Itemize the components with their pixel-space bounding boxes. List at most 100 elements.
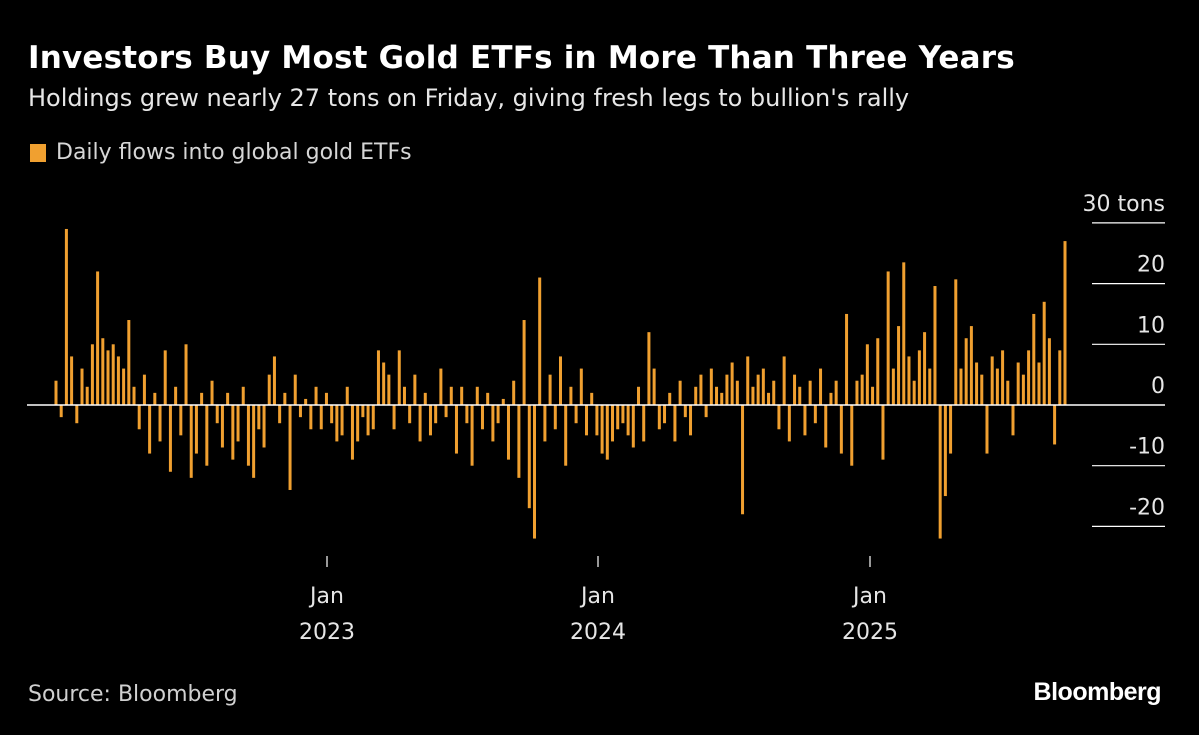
bar: [725, 374, 729, 405]
bar: [907, 356, 911, 405]
bar: [387, 374, 391, 405]
bar: [236, 405, 240, 442]
bar: [673, 405, 677, 442]
bar: [278, 405, 282, 424]
bar: [184, 344, 188, 405]
bar: [158, 405, 162, 442]
y-tick-label: 0: [1151, 374, 1165, 399]
bar: [361, 405, 365, 418]
bar: [569, 386, 573, 405]
bar: [142, 374, 146, 405]
bar: [553, 405, 557, 430]
y-tick-label: 10: [1137, 313, 1165, 338]
bar: [54, 380, 58, 405]
bar: [652, 368, 656, 405]
bar: [480, 405, 484, 430]
bar: [720, 392, 724, 405]
bar: [964, 338, 968, 405]
bar: [787, 405, 791, 442]
bar: [293, 374, 297, 405]
bar: [96, 271, 100, 405]
bar: [1032, 313, 1036, 405]
bar: [1047, 338, 1051, 405]
bar: [990, 356, 994, 405]
bar: [283, 392, 287, 405]
bar: [668, 392, 672, 405]
bar: [194, 405, 198, 454]
bar: [798, 386, 802, 405]
bar: [595, 405, 599, 436]
bar: [330, 405, 334, 424]
bar: [179, 405, 183, 436]
bar: [527, 405, 531, 509]
bar: [153, 392, 157, 405]
bar: [376, 350, 380, 405]
bar: [496, 405, 500, 424]
bar: [590, 392, 594, 405]
bar: [813, 405, 817, 424]
bar: [402, 386, 406, 405]
bar: [532, 405, 536, 539]
bar: [501, 398, 505, 405]
bar: [85, 386, 89, 405]
bar: [824, 405, 828, 448]
bar: [392, 405, 396, 430]
bar: [1001, 350, 1005, 405]
bar: [850, 405, 854, 466]
bloomberg-logo: Bloomberg: [1033, 678, 1162, 706]
bar: [127, 320, 131, 405]
bar: [454, 405, 458, 454]
bar: [975, 362, 979, 405]
bar: [902, 262, 906, 405]
bar: [252, 405, 256, 478]
bar: [137, 405, 141, 430]
chart-subtitle: Holdings grew nearly 27 tons on Friday, …: [28, 84, 910, 112]
bar: [241, 386, 245, 405]
bar: [475, 386, 479, 405]
bar: [985, 405, 989, 454]
bar: [564, 405, 568, 466]
bar: [122, 368, 126, 405]
bar: [538, 277, 542, 405]
bar: [174, 386, 178, 405]
bar: [1037, 362, 1041, 405]
bar: [226, 392, 230, 405]
bar: [621, 405, 625, 424]
bar: [522, 320, 526, 405]
x-tick-year: 2023: [299, 620, 355, 645]
bar: [116, 356, 120, 405]
bar: [871, 386, 875, 405]
bar: [980, 374, 984, 405]
source-note: Source: Bloomberg: [28, 682, 238, 707]
bar: [585, 405, 589, 436]
bar: [683, 405, 687, 418]
x-tick-month: Jan: [579, 584, 615, 609]
legend: Daily flows into global gold ETFs: [30, 140, 412, 165]
bar: [470, 405, 474, 466]
bar: [356, 405, 360, 442]
bar: [80, 368, 84, 405]
y-tick-label: -20: [1129, 495, 1165, 520]
bar: [418, 405, 422, 442]
bar: [834, 380, 838, 405]
bar: [741, 405, 745, 515]
bar: [262, 405, 266, 448]
bar: [631, 405, 635, 448]
bar: [1042, 301, 1046, 405]
bar: [969, 326, 973, 405]
bar: [543, 405, 547, 442]
bar: [304, 398, 308, 405]
legend-swatch: [30, 143, 46, 162]
bar: [855, 380, 859, 405]
bar: [189, 405, 193, 478]
bar: [439, 368, 443, 405]
bar: [512, 380, 516, 405]
bar: [829, 392, 833, 405]
bar: [772, 380, 776, 405]
bar: [1021, 374, 1025, 405]
bar: [101, 338, 105, 405]
bar: [616, 405, 620, 430]
bar: [626, 405, 630, 436]
bar: [517, 405, 521, 478]
